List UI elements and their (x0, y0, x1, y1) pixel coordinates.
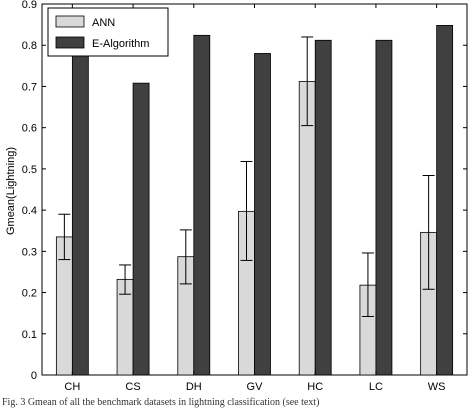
x-tick-label: CH (64, 381, 80, 393)
x-tick-label: DH (186, 381, 202, 393)
y-tick-label: 0.3 (22, 246, 37, 258)
bar-e-algorithm (436, 25, 454, 376)
legend: ANN E-Algorithm (47, 7, 169, 57)
bar-e-algorithm (314, 39, 332, 376)
y-tick-label: 0.8 (22, 40, 37, 52)
x-tick-label: WS (428, 381, 446, 393)
y-tick-label: 0.4 (22, 205, 37, 217)
x-tick-label: GV (247, 381, 264, 393)
bar-e-algorithm (193, 34, 211, 376)
y-tick-label: 0.7 (22, 81, 37, 93)
x-tick-label: HC (307, 381, 323, 393)
bars (55, 25, 454, 376)
bar-e-algorithm (71, 55, 89, 376)
figure-caption: Fig. 3 Gmean of all the benchmark datase… (2, 397, 320, 408)
legend-swatch (55, 15, 85, 28)
bar-e-algorithm (254, 53, 271, 376)
x-tick-label: LC (369, 381, 383, 393)
y-tick-label: 0.5 (22, 164, 37, 176)
y-axis-label: Gmean(Lightning) (5, 147, 17, 235)
y-tick-label: 0.2 (22, 288, 37, 300)
y-tick-label: 0.9 (22, 0, 37, 11)
bar-e-algorithm (375, 39, 393, 376)
y-tick-label: 0 (31, 370, 37, 382)
legend-swatch (55, 36, 85, 49)
legend-label: E-Algorithm (92, 38, 149, 50)
legend-label: ANN (92, 17, 115, 29)
y-axis: 0 0.1 0.2 0.3 0.4 0.5 0.6 0.7 0.8 0.9 (22, 0, 467, 382)
error-bars (58, 36, 435, 317)
x-tick-label: CS (125, 381, 140, 393)
x-axis: CH CS DH GV HC LC WS (64, 4, 446, 393)
y-tick-label: 0.1 (22, 329, 37, 341)
bar-e-algorithm (132, 82, 150, 376)
y-tick-label: 0.6 (22, 123, 37, 135)
